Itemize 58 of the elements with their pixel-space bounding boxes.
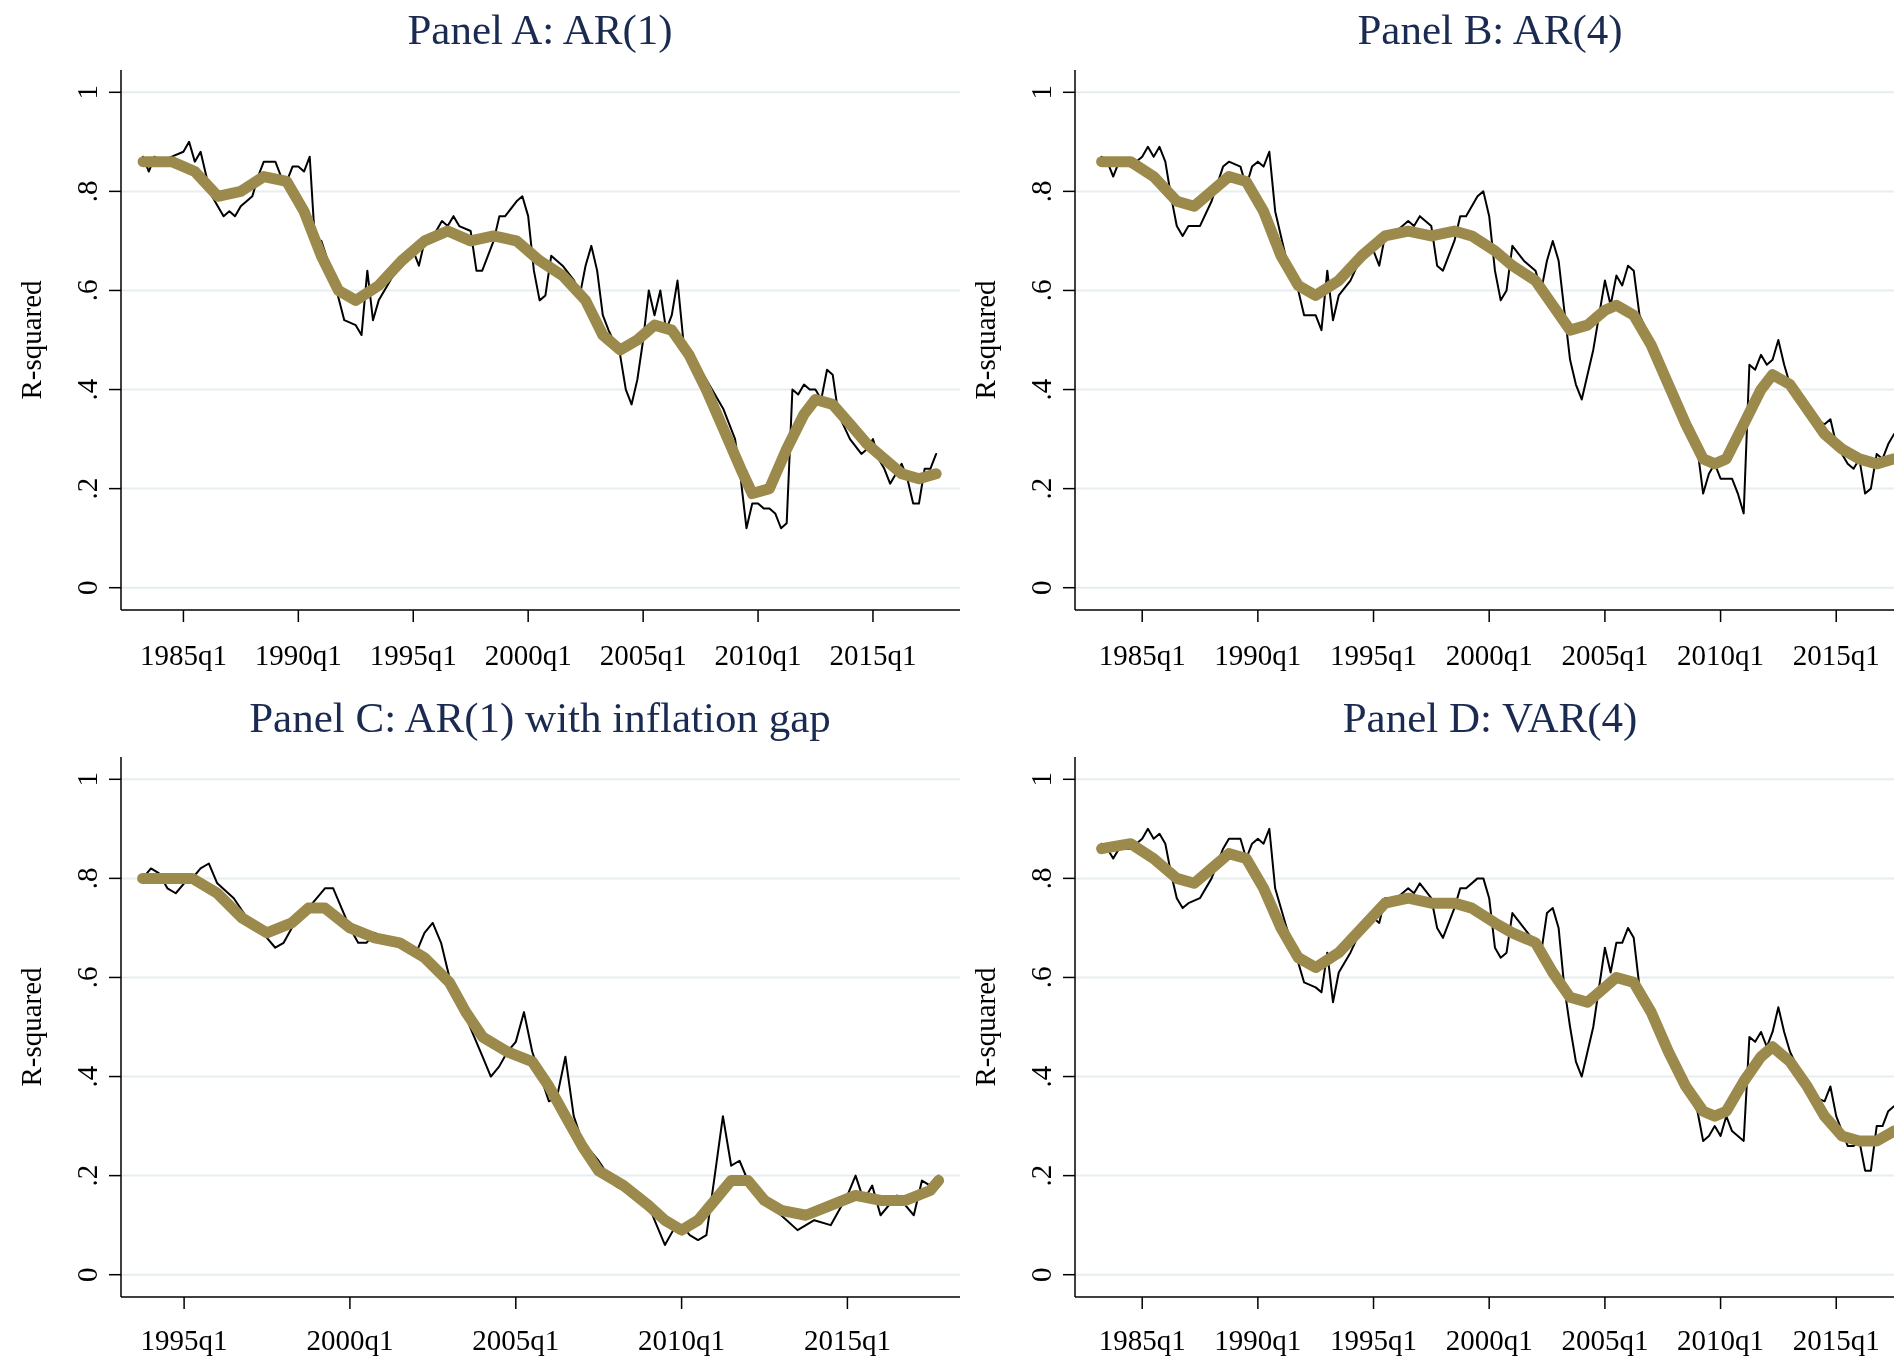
y-tick-label: 0 — [71, 580, 103, 595]
x-tick-label: 2015q1 — [1792, 639, 1880, 671]
y-tick-label: .8 — [1025, 180, 1057, 203]
x-tick-label: 1995q1 — [140, 1324, 228, 1356]
y-tick-label: .6 — [71, 966, 103, 989]
y-tick-label: .2 — [1025, 477, 1057, 500]
x-tick-label: 1995q1 — [1330, 1324, 1418, 1356]
y-tick-label: 1 — [1025, 85, 1057, 100]
y-tick-label: .2 — [1025, 1164, 1057, 1187]
y-axis-title: R-squared — [969, 966, 1001, 1087]
chart-title: Panel B: AR(4) — [1357, 5, 1623, 54]
y-tick-label: 0 — [1025, 1267, 1057, 1282]
y-axis-title: R-squared — [15, 279, 47, 400]
x-tick-label: 2005q1 — [599, 639, 687, 671]
x-tick-label: 1985q1 — [139, 639, 227, 671]
x-tick-label: 1995q1 — [369, 639, 457, 671]
x-tick-label: 2005q1 — [1561, 1324, 1649, 1356]
y-tick-label: .6 — [1025, 279, 1057, 302]
y-tick-label: .2 — [71, 1164, 103, 1187]
y-axis-title: R-squared — [969, 279, 1001, 400]
y-tick-label: .6 — [1025, 966, 1057, 989]
x-tick-label: 1990q1 — [1214, 1324, 1302, 1356]
y-axis-title: R-squared — [15, 966, 47, 1087]
x-tick-label: 2015q1 — [1792, 1324, 1880, 1356]
chart-title: Panel D: VAR(4) — [1342, 693, 1638, 742]
chart-title: Panel C: AR(1) with inflation gap — [249, 693, 831, 742]
x-tick-label: 2000q1 — [1445, 1324, 1533, 1356]
x-tick-label: 1985q1 — [1098, 1324, 1186, 1356]
x-tick-label: 2005q1 — [1561, 639, 1649, 671]
y-tick-label: .2 — [71, 477, 103, 500]
x-tick-label: 2010q1 — [1677, 639, 1765, 671]
y-tick-label: .4 — [71, 1065, 103, 1088]
y-tick-label: 0 — [1025, 580, 1057, 595]
y-tick-label: 0 — [71, 1267, 103, 1282]
y-tick-label: .8 — [71, 867, 103, 890]
y-tick-label: .4 — [1025, 1065, 1057, 1088]
y-tick-label: .8 — [1025, 867, 1057, 890]
x-tick-label: 1990q1 — [1214, 639, 1302, 671]
x-tick-label: 2010q1 — [714, 639, 802, 671]
x-tick-label: 2015q1 — [803, 1324, 891, 1356]
x-tick-label: 2000q1 — [306, 1324, 394, 1356]
x-tick-label: 2005q1 — [472, 1324, 560, 1356]
y-tick-label: 1 — [71, 85, 103, 100]
x-tick-label: 1995q1 — [1330, 639, 1418, 671]
x-tick-label: 2015q1 — [829, 639, 917, 671]
y-tick-label: .4 — [71, 378, 103, 401]
x-tick-label: 2010q1 — [1677, 1324, 1765, 1356]
chart-title: Panel A: AR(1) — [407, 5, 673, 54]
y-tick-label: 1 — [71, 772, 103, 787]
x-tick-label: 2000q1 — [1445, 639, 1533, 671]
y-tick-label: .6 — [71, 279, 103, 302]
y-tick-label: .8 — [71, 180, 103, 203]
y-tick-label: .4 — [1025, 378, 1057, 401]
x-tick-label: 1990q1 — [254, 639, 342, 671]
x-tick-label: 1985q1 — [1098, 639, 1186, 671]
x-tick-label: 2010q1 — [638, 1324, 726, 1356]
y-tick-label: 1 — [1025, 772, 1057, 787]
x-tick-label: 2000q1 — [484, 639, 572, 671]
